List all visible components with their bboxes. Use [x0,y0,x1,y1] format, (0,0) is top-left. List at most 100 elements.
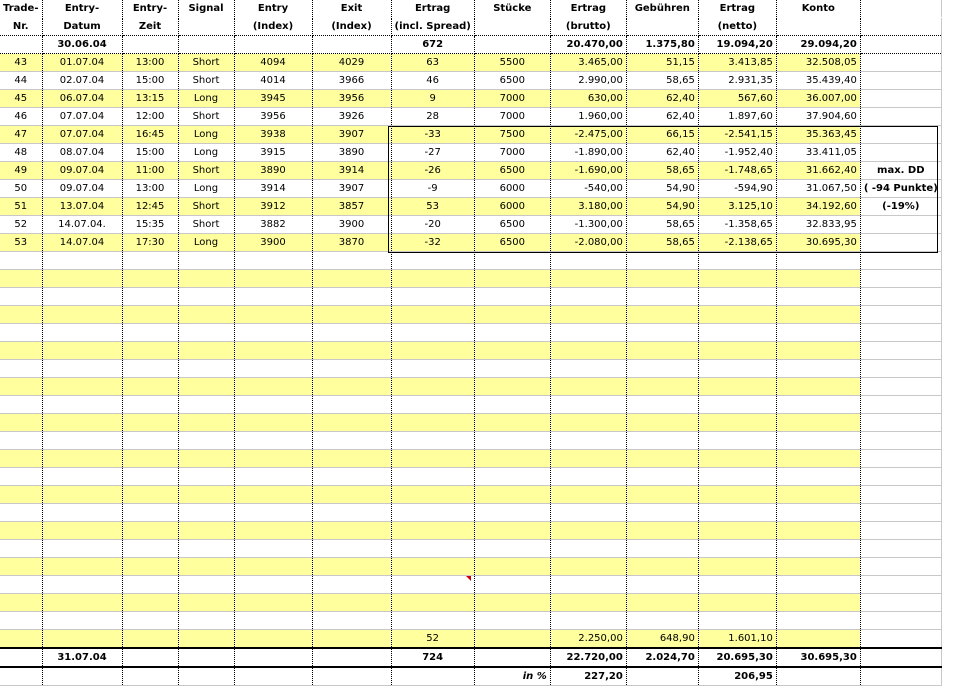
cell-c10[interactable]: 20.695,30 [698,647,777,668]
cell-c9[interactable] [626,449,699,468]
cell-c11[interactable] [776,341,861,360]
cell-c6[interactable] [391,521,475,540]
cell-c11[interactable]: 29.094,20 [776,35,861,54]
cell-c3[interactable] [178,539,235,558]
cell-c0[interactable] [0,575,43,594]
cell-c3[interactable] [178,503,235,522]
cell-c8[interactable] [550,503,627,522]
cell-c7[interactable] [474,593,551,612]
cell-c11[interactable]: 31.662,40 [776,161,861,180]
cell-c6[interactable]: 52 [391,629,475,649]
cell-c2[interactable] [122,647,179,668]
cell-c7[interactable] [474,629,551,649]
cell-c8[interactable] [550,413,627,432]
cell-c10[interactable] [698,323,777,342]
cell-c11[interactable] [776,557,861,576]
cell-c10[interactable]: 1.897,60 [698,107,777,126]
cell-c6[interactable] [391,251,475,270]
cell-c8[interactable] [550,287,627,306]
cell-c0[interactable]: 46 [0,107,43,126]
cell-c12[interactable] [860,647,942,668]
cell-c2[interactable] [122,575,179,594]
cell-c9[interactable] [626,575,699,594]
cell-c8[interactable]: 22.720,00 [550,647,627,668]
cell-c6[interactable] [391,485,475,504]
cell-c3[interactable] [178,377,235,396]
cell-c2[interactable]: 13:00 [122,53,179,72]
cell-c8[interactable] [550,449,627,468]
cell-c6[interactable]: 672 [391,35,475,54]
cell-c2[interactable]: 12:00 [122,107,179,126]
cell-c6[interactable] [391,359,475,378]
cell-c8[interactable]: -540,00 [550,179,627,198]
cell-c3[interactable]: Short [178,197,235,216]
cell-c4[interactable] [234,521,313,540]
column-header[interactable]: Stücke [474,0,551,18]
cell-c4[interactable] [234,629,313,649]
cell-c11[interactable] [776,539,861,558]
cell-c7[interactable] [474,269,551,288]
cell-c7[interactable] [474,35,551,54]
cell-c0[interactable] [0,557,43,576]
cell-c11[interactable] [776,485,861,504]
cell-c6[interactable]: -9 [391,179,475,198]
cell-c10[interactable] [698,467,777,486]
cell-c9[interactable]: 58,65 [626,71,699,90]
cell-c4[interactable] [234,593,313,612]
cell-c11[interactable]: 30.695,30 [776,647,861,668]
cell-c6[interactable] [391,503,475,522]
cell-c11[interactable]: 37.904,60 [776,107,861,126]
cell-c0[interactable] [0,467,43,486]
cell-c5[interactable]: 3890 [312,143,392,162]
cell-c9[interactable] [626,395,699,414]
cell-c6[interactable]: 63 [391,53,475,72]
cell-c12[interactable] [860,251,942,270]
cell-c11[interactable]: 32.508,05 [776,53,861,72]
cell-c3[interactable] [178,485,235,504]
cell-c0[interactable]: 44 [0,71,43,90]
cell-c7[interactable] [474,557,551,576]
cell-c2[interactable] [122,449,179,468]
cell-c6[interactable] [391,377,475,396]
cell-c12[interactable] [860,305,942,324]
cell-c7[interactable] [474,485,551,504]
cell-c12[interactable] [860,593,942,612]
cell-c8[interactable] [550,431,627,450]
cell-c0[interactable] [0,395,43,414]
cell-c0[interactable]: 50 [0,179,43,198]
cell-c0[interactable] [0,359,43,378]
cell-c4[interactable] [234,557,313,576]
cell-c6[interactable] [391,431,475,450]
cell-c9[interactable] [626,377,699,396]
cell-c4[interactable] [234,377,313,396]
cell-c2[interactable] [122,539,179,558]
cell-c4[interactable] [234,667,313,686]
cell-c4[interactable] [234,323,313,342]
cell-c12[interactable] [860,107,942,126]
cell-c5[interactable] [312,611,392,630]
cell-c0[interactable] [0,503,43,522]
cell-c4[interactable] [234,485,313,504]
cell-c0[interactable]: 47 [0,125,43,144]
cell-c5[interactable] [312,557,392,576]
cell-c5[interactable] [312,485,392,504]
cell-c11[interactable]: 30.695,30 [776,233,861,252]
cell-c5[interactable] [312,521,392,540]
cell-c9[interactable] [626,611,699,630]
cell-c7[interactable] [474,467,551,486]
cell-c5[interactable]: 3900 [312,215,392,234]
cell-c3[interactable] [178,557,235,576]
cell-c0[interactable] [0,323,43,342]
cell-c11[interactable] [776,305,861,324]
cell-c1[interactable] [42,521,123,540]
cell-c8[interactable] [550,467,627,486]
cell-c11[interactable] [776,431,861,450]
cell-c3[interactable]: Long [178,143,235,162]
cell-c12[interactable] [860,521,942,540]
cell-c6[interactable] [391,575,475,594]
cell-c11[interactable] [776,611,861,630]
cell-c8[interactable] [550,521,627,540]
column-header[interactable]: Ertrag [550,0,627,18]
cell-c5[interactable] [312,539,392,558]
cell-c7[interactable] [474,287,551,306]
